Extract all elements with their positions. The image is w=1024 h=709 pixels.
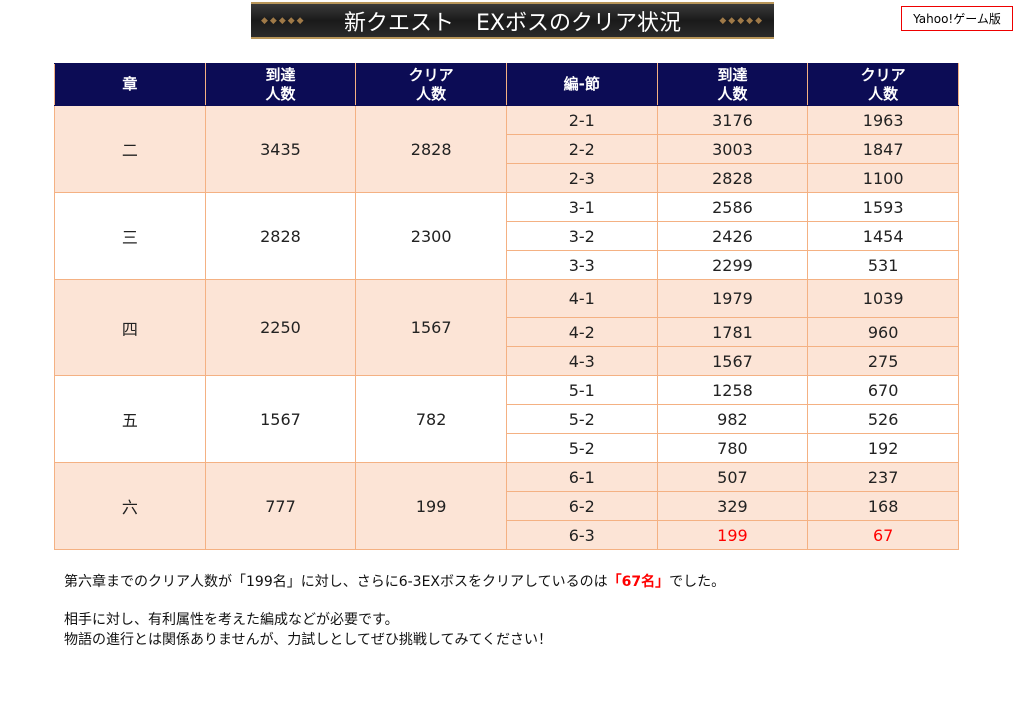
table-row: 3-3 2299 531 [55,250,959,280]
table-cell: 四 [54,279,206,376]
platform-badge: Yahoo!ゲーム版 [901,6,1013,31]
table-cell: 168 [807,491,959,521]
table-cell: 三 [54,192,206,280]
table-cell: 3435 [204,105,357,193]
column-header: 到達 人数 [204,63,357,106]
table-row: 二 3435 2828 2-1 3176 1963 [54,105,959,193]
table-cell: 1454 [807,221,959,251]
table-row: 5-2 982 526 [55,404,959,434]
table-cell: 3176 [656,105,809,135]
table-cell: 五 [54,375,206,463]
table-row: 4-2 1781 960 [55,317,959,347]
table-cell: 199 [656,520,809,550]
table-cell: 1847 [807,134,959,164]
highlight-count: 「67名」 [607,574,670,590]
table-row: 三 2828 2300 3-1 2586 1593 [54,192,959,280]
table-cell: 780 [656,433,809,463]
note-line-1: 第六章までのクリア人数が「199名」に対し、さらに6-3EXボスをクリアしている… [64,574,726,590]
table-cell: 4-3 [505,346,658,376]
table-cell: 3003 [656,134,809,164]
table-cell: 2828 [204,192,357,280]
table-cell: 2300 [355,192,507,280]
table-cell: 1567 [656,346,809,376]
table-cell: 1567 [204,375,357,463]
table-row: 3-2 2426 1454 [55,221,959,251]
table-cell: 二 [54,105,206,193]
page-title: 新クエスト EXボスのクリア状況 [344,10,681,36]
table-cell: 2828 [355,105,507,193]
table-cell: 275 [807,346,959,376]
table-cell: 526 [807,404,959,434]
column-header: クリア 人数 [807,63,959,106]
table-cell: 67 [807,520,959,550]
table-row: 6-3 199 67 [55,520,959,550]
table-row: 6-2 329 168 [55,491,959,521]
table-row: 4-3 1567 275 [55,346,959,376]
table-cell: 5-2 [505,404,658,434]
table-cell: 2-3 [505,163,658,193]
table-cell: 2426 [656,221,809,251]
column-header: クリア 人数 [355,63,507,106]
table-cell: 1979 [656,279,809,318]
table-cell: 1781 [656,317,809,347]
note-line-3: 物語の進行とは関係ありませんが、力試しとしてぜひ挑戦してみてください！ [64,632,553,648]
table-row: 四 2250 1567 4-1 1979 1039 [54,279,959,376]
table-cell: 3-3 [505,250,658,280]
table-cell: 4-2 [505,317,658,347]
column-header: 到達 人数 [656,63,809,106]
table-cell: 2586 [656,192,809,222]
table-cell: 2299 [656,250,809,280]
table-cell: 1258 [656,375,809,405]
table-cell: 777 [204,462,357,550]
table-cell: 六 [54,462,206,550]
table-cell: 3-2 [505,221,658,251]
table-row: 六 777 199 6-1 507 237 [54,462,959,550]
table-row: 5-2 780 192 [55,433,959,463]
clear-status-table: 章到達 人数 クリア 人数 編-節 到達 人数 クリア 人数 二 3435 2828 2-1 3176 1… [54,63,959,550]
ornament-right-icon: ◆◆◆◆◆ [719,16,764,26]
table-cell: 5-2 [505,433,658,463]
table-cell: 329 [656,491,809,521]
table-cell: 3-1 [505,192,658,222]
table-cell: 4-1 [505,279,658,318]
table-row: 2-2 3003 1847 [55,134,959,164]
table-cell: 2828 [656,163,809,193]
table-cell: 192 [807,433,959,463]
table-cell: 782 [355,375,507,463]
table-cell: 1039 [807,279,959,318]
table-cell: 2250 [204,279,357,376]
column-header: 章 [54,63,206,106]
table-cell: 960 [807,317,959,347]
title-banner: ◆◆◆◆◆ 新クエスト EXボスのクリア状況 ◆◆◆◆◆ [251,2,774,39]
table-cell: 670 [807,375,959,405]
ornament-left-icon: ◆◆◆◆◆ [261,16,306,26]
table-cell: 1963 [807,105,959,135]
table-cell: 2-1 [505,105,658,135]
table-cell: 507 [656,462,809,492]
table-cell: 1593 [807,192,959,222]
column-header: 編-節 [505,63,658,106]
table-cell: 6-1 [505,462,658,492]
table-cell: 5-1 [505,375,658,405]
table-row: 五 1567 782 5-1 1258 670 [54,375,959,463]
table-row: 2-3 2828 1100 [55,163,959,193]
table-cell: 237 [807,462,959,492]
notes: 第六章までのクリア人数が「199名」に対し、さらに6-3EXボスをクリアしている… [64,572,725,650]
table-cell: 6-2 [505,491,658,521]
table-cell: 1567 [355,279,507,376]
table-cell: 2-2 [505,134,658,164]
table-cell: 1100 [807,163,959,193]
table-cell: 199 [355,462,507,550]
table-cell: 6-3 [505,520,658,550]
note-line-2: 相手に対し、有利属性を考えた編成などが必要です。 [64,612,399,628]
table-cell: 982 [656,404,809,434]
table-cell: 531 [807,250,959,280]
